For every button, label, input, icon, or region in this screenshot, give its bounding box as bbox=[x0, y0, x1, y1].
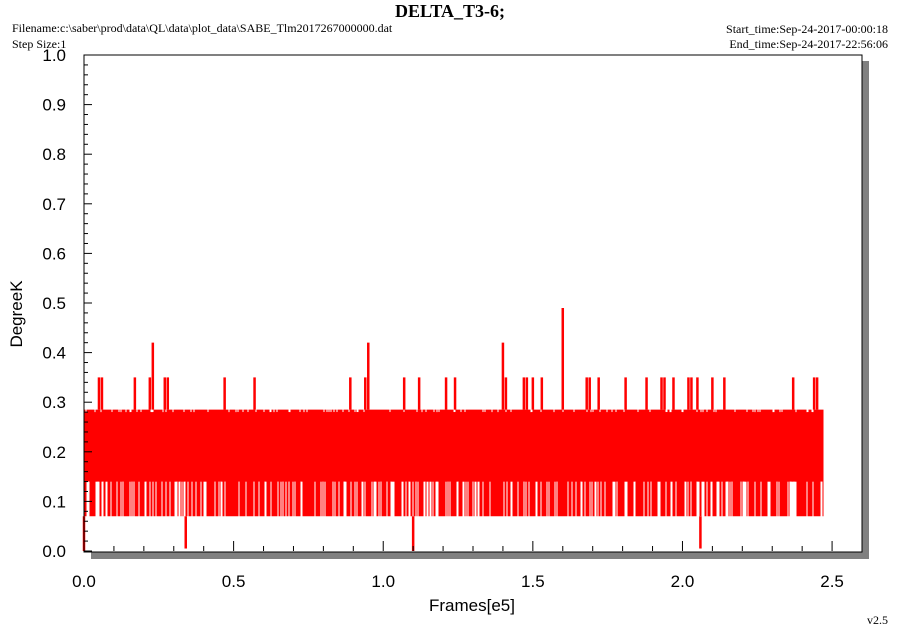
x-tick-label: 1.5 bbox=[521, 572, 545, 591]
start-time-label: Start_time:Sep-24-2017-00:00:18 bbox=[726, 22, 888, 36]
filename-label: Filename:c:\saber\prod\data\QL\data\plot… bbox=[12, 21, 393, 35]
x-axis-label: Frames[e5] bbox=[429, 596, 515, 615]
y-tick-label: 0.6 bbox=[42, 244, 66, 263]
end-time-label: End_time:Sep-24-2017-22:56:06 bbox=[729, 37, 888, 51]
x-tick-label: 0.5 bbox=[222, 572, 246, 591]
y-axis-label: DegreeK bbox=[7, 280, 26, 348]
y-tick-label: 0.1 bbox=[42, 492, 66, 511]
x-tick-label: 1.0 bbox=[371, 572, 395, 591]
version-label: v2.5 bbox=[867, 613, 888, 627]
y-tick-label: 1.0 bbox=[42, 46, 66, 65]
series-layer bbox=[82, 307, 824, 551]
y-tick-label: 0.3 bbox=[42, 393, 66, 412]
axis-layer: 0.0 0.1 0.2 0.3 0.4 0.5 0.6 0.7 0.8 0.9 1.0 0.0 0.5 1… bbox=[42, 46, 844, 591]
x-tick-label: 0.0 bbox=[72, 572, 96, 591]
y-tick-label: 0.0 bbox=[42, 542, 66, 561]
plot-border bbox=[83, 54, 863, 553]
x-tick-label: 2.0 bbox=[671, 572, 695, 591]
y-tick-label: 0.9 bbox=[42, 96, 66, 115]
chart-title: DELTA_T3-6; bbox=[394, 1, 506, 21]
y-tick-label: 0.5 bbox=[42, 294, 66, 313]
y-tick-label: 0.2 bbox=[42, 443, 66, 462]
x-tick-label: 2.5 bbox=[820, 572, 844, 591]
step-size-label: Step Size:1 bbox=[12, 37, 67, 51]
y-tick-label: 0.4 bbox=[42, 344, 66, 363]
y-tick-label: 0.7 bbox=[42, 195, 66, 214]
y-tick-label: 0.8 bbox=[42, 145, 66, 164]
